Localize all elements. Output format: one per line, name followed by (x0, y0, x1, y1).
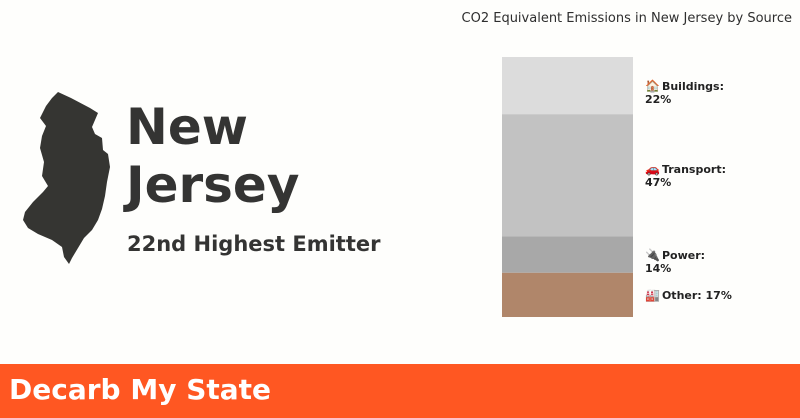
emitter-rank: 22nd Highest Emitter (127, 232, 381, 256)
chart-title: CO2 Equivalent Emissions in New Jersey b… (461, 11, 792, 26)
segment-label-power: 🔌 Power: 14% (645, 248, 735, 276)
bar-segment-other (502, 272, 633, 317)
power-icon: 🔌 (645, 248, 660, 263)
new-jersey-map-icon (23, 92, 110, 264)
bar-segment-power (502, 236, 633, 273)
transport-icon: 🚗 (645, 162, 660, 177)
segment-label-buildings: 🏠 Buildings: 22% (645, 79, 735, 107)
state-name: New Jersey (126, 98, 299, 214)
footer-banner: Decarb My State (0, 364, 800, 418)
brand-title: Decarb My State (9, 373, 272, 406)
buildings-icon: 🏠 (645, 79, 660, 94)
segment-label-text: Transport: 47% (645, 163, 726, 190)
segment-label-text: Buildings: 22% (645, 80, 725, 107)
segment-label-text: Other: 17% (661, 289, 732, 303)
segment-label-text: Power: 14% (645, 249, 706, 276)
state-name-line1: New (126, 98, 248, 156)
segment-label-other: 🏭 Other: 17% (645, 288, 735, 303)
segment-label-transport: 🚗 Transport: 47% (645, 162, 735, 190)
bar-segment-transport (502, 114, 633, 237)
bar-segment-buildings (502, 57, 633, 115)
state-name-line2: Jersey (126, 156, 300, 214)
other-icon: 🏭 (645, 288, 660, 303)
